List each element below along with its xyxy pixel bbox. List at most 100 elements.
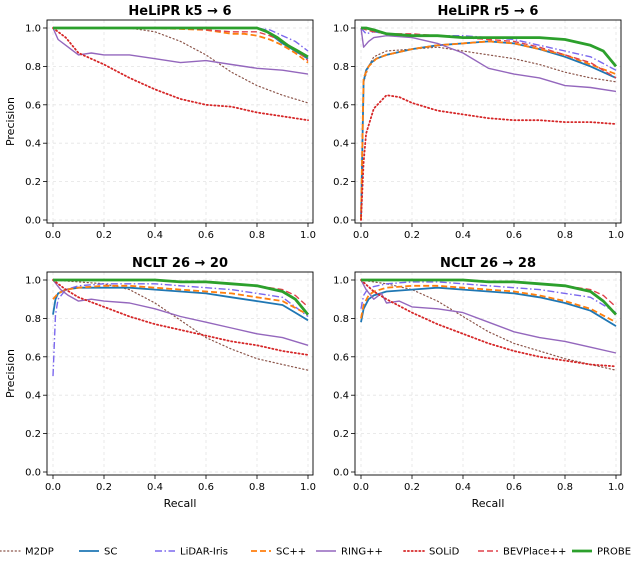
legend-label: PROBE bbox=[597, 547, 631, 558]
series-line-solid bbox=[52, 279, 309, 356]
series-line-lidar-iris bbox=[360, 281, 617, 314]
x-tick-label: 1.0 bbox=[300, 230, 316, 241]
y-tick-label: 0.2 bbox=[333, 177, 349, 188]
plot-frame bbox=[46, 271, 314, 476]
x-tick-label: 0.2 bbox=[96, 230, 112, 241]
legend-item: RING++ bbox=[316, 547, 383, 558]
legend-label: SC++ bbox=[276, 547, 306, 558]
y-tick-label: 1.0 bbox=[25, 24, 41, 35]
legend-item: SC bbox=[79, 547, 117, 558]
series-line-probe bbox=[361, 278, 618, 316]
legend-item: LiDAR-Iris bbox=[155, 547, 228, 558]
series-line-solid bbox=[52, 27, 309, 122]
y-tick-label: 0.0 bbox=[333, 468, 349, 479]
x-tick-label: 0.0 bbox=[45, 230, 61, 241]
series-line-m2dp bbox=[360, 46, 617, 221]
y-tick-label: 0.8 bbox=[333, 314, 349, 325]
series-line-m2dp bbox=[52, 27, 309, 104]
series-group bbox=[360, 26, 618, 221]
x-tick-label: 0.6 bbox=[506, 230, 522, 241]
series-group bbox=[360, 278, 618, 371]
x-tick-label: 0.6 bbox=[198, 230, 214, 241]
x-tick-label: 0.8 bbox=[557, 482, 573, 493]
panel-3: 0.0 0.2 0.4 0.6 0.8 1.0 0.0 0.2 0.4 0.6 0.8 1.0 NCLT… bbox=[333, 256, 624, 510]
x-tick-label: 0.2 bbox=[404, 482, 420, 493]
y-tick-label: 0.8 bbox=[333, 62, 349, 73]
series-line-probe bbox=[53, 26, 309, 59]
y-tick-label: 0.6 bbox=[333, 100, 349, 111]
series-line-probe bbox=[361, 26, 618, 68]
series-line-ring- bbox=[52, 279, 309, 346]
legend-label: LiDAR-Iris bbox=[180, 547, 228, 558]
x-tick-label: 0.4 bbox=[147, 230, 163, 241]
x-tick-label: 0.8 bbox=[249, 230, 265, 241]
y-tick-label: 0.2 bbox=[333, 429, 349, 440]
panel-title: HeLiPR k5 → 6 bbox=[128, 4, 231, 19]
x-tick-label: 0.2 bbox=[96, 482, 112, 493]
panel-title: HeLiPR r5 → 6 bbox=[438, 4, 539, 19]
legend-label: SOLiD bbox=[429, 547, 460, 558]
y-tick-label: 0.4 bbox=[333, 139, 349, 150]
x-axis-label: Recall bbox=[164, 497, 197, 510]
x-tick-label: 0.8 bbox=[249, 482, 265, 493]
series-line-m2dp bbox=[52, 279, 309, 371]
series-line-sc- bbox=[52, 284, 309, 316]
series-line-m2dp bbox=[360, 279, 617, 371]
y-tick-label: 0.8 bbox=[25, 62, 41, 73]
x-tick-label: 0.0 bbox=[45, 482, 61, 493]
x-axis-label: Recall bbox=[472, 497, 505, 510]
x-tick-label: 0.6 bbox=[198, 482, 214, 493]
x-tick-label: 0.4 bbox=[147, 482, 163, 493]
x-tick-label: 1.0 bbox=[608, 230, 624, 241]
y-tick-label: 0.4 bbox=[25, 139, 41, 150]
series-line-ring- bbox=[360, 27, 617, 93]
series-line-ring- bbox=[52, 27, 309, 75]
series-group bbox=[52, 26, 309, 122]
legend-item: BEVPlace++ bbox=[478, 547, 566, 558]
y-tick-label: 0.2 bbox=[25, 429, 41, 440]
plot-frame bbox=[354, 19, 622, 224]
legend-label: SC bbox=[104, 547, 117, 558]
y-tick-label: 1.0 bbox=[25, 276, 41, 287]
series-line-solid bbox=[360, 279, 617, 368]
series-line-solid bbox=[360, 94, 617, 221]
series-line-sc- bbox=[360, 284, 617, 323]
y-axis-label: Precision bbox=[4, 97, 17, 146]
panel-title: NCLT 26 → 28 bbox=[440, 256, 536, 271]
legend: M2DP SC LiDAR-Iris SC++ RING++ SOLiD BEVPlace+… bbox=[0, 547, 631, 558]
x-tick-label: 0.0 bbox=[353, 230, 369, 241]
x-tick-label: 0.0 bbox=[353, 482, 369, 493]
panel-title: NCLT 26 → 20 bbox=[132, 256, 228, 271]
plot-frame bbox=[354, 271, 622, 476]
series-line-lidar-iris bbox=[52, 283, 309, 377]
y-tick-label: 1.0 bbox=[333, 276, 349, 287]
y-axis-label: Precision bbox=[4, 349, 17, 398]
y-tick-label: 0.0 bbox=[25, 216, 41, 227]
x-tick-label: 1.0 bbox=[300, 482, 316, 493]
panel-2: 0.0 0.2 0.4 0.6 0.8 1.0 0.0 0.2 0.4 0.6 0.8 1.0 NCLT… bbox=[4, 256, 316, 510]
y-tick-label: 0.6 bbox=[25, 352, 41, 363]
legend-item: M2DP bbox=[0, 547, 54, 558]
series-line-bevplace- bbox=[361, 279, 617, 308]
x-tick-label: 0.4 bbox=[455, 230, 471, 241]
legend-item: SOLiD bbox=[403, 547, 460, 558]
panel-1: 0.0 0.2 0.4 0.6 0.8 1.0 0.0 0.2 0.4 0.6 0.8 1.0 HeLi… bbox=[333, 4, 624, 241]
y-tick-label: 1.0 bbox=[333, 24, 349, 35]
panel-0: 0.0 0.2 0.4 0.6 0.8 1.0 0.0 0.2 0.4 0.6 0.8 1.0 HeLi… bbox=[4, 4, 316, 241]
y-tick-label: 0.6 bbox=[25, 100, 41, 111]
y-tick-label: 0.0 bbox=[25, 468, 41, 479]
series-group bbox=[52, 278, 310, 377]
series-line-sc bbox=[360, 286, 617, 327]
x-tick-label: 1.0 bbox=[608, 482, 624, 493]
legend-label: BEVPlace++ bbox=[503, 547, 566, 558]
y-tick-label: 0.2 bbox=[25, 177, 41, 188]
series-line-probe bbox=[53, 278, 310, 316]
y-tick-label: 0.8 bbox=[25, 314, 41, 325]
legend-label: RING++ bbox=[341, 547, 383, 558]
legend-item: SC++ bbox=[251, 547, 306, 558]
plot-frame bbox=[46, 19, 314, 224]
legend-item: PROBE bbox=[572, 547, 631, 558]
series-line-ring- bbox=[360, 279, 617, 354]
y-tick-label: 0.4 bbox=[333, 391, 349, 402]
